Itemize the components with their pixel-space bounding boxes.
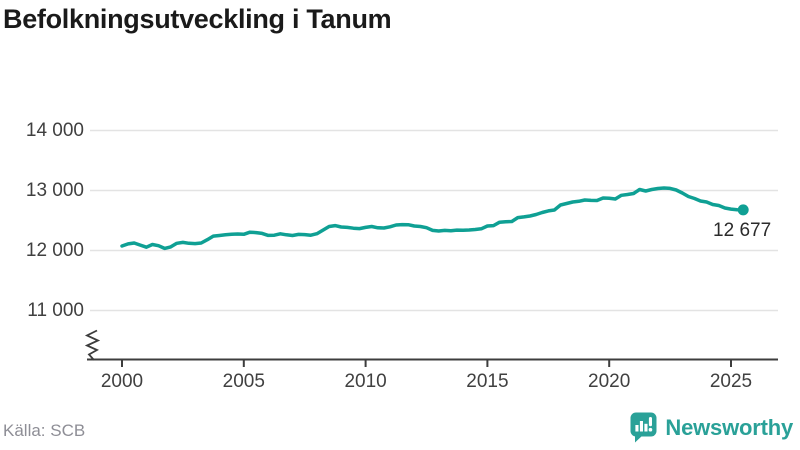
last-value-annotation: 12 677 [713, 220, 771, 241]
y-axis-break-icon [84, 329, 101, 361]
x-tick-label: 2025 [710, 371, 752, 392]
y-tick-label: 13 000 [26, 180, 84, 201]
newsworthy-logo[interactable]: Newsworthy [630, 412, 793, 443]
x-tick-label: 2005 [223, 371, 265, 392]
y-tick-label: 14 000 [26, 120, 84, 141]
x-tick-label: 2000 [101, 371, 143, 392]
source-note: Källa: SCB [3, 421, 86, 440]
x-tick-label: 2015 [466, 371, 508, 392]
x-tick-label: 2020 [588, 371, 630, 392]
y-tick-label: 12 000 [26, 240, 84, 261]
end-point-dot [737, 204, 749, 216]
newsworthy-icon [630, 412, 658, 443]
newsworthy-wordmark: Newsworthy [665, 414, 793, 440]
data-line [120, 186, 745, 251]
y-tick-label: 11 000 [27, 300, 84, 321]
x-tick-label: 2010 [344, 371, 386, 392]
chart-title: Befolkningsutveckling i Tanum [3, 4, 392, 34]
